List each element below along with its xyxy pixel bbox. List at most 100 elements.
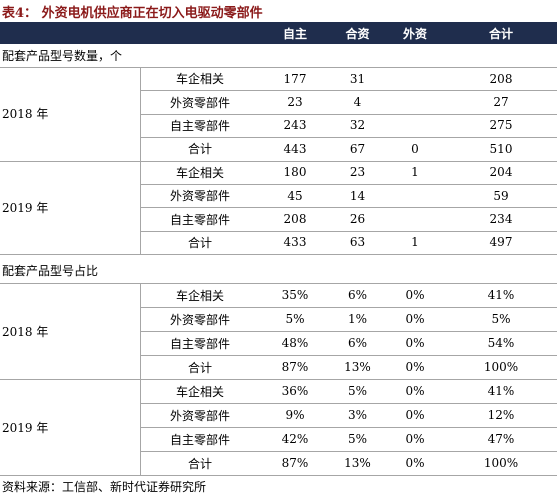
rule — [140, 113, 557, 115]
cell: 31 — [349, 71, 366, 86]
row-label: 自主零部件 — [169, 212, 230, 227]
column-header: 外资 — [402, 26, 427, 41]
row-label: 外资零部件 — [169, 189, 230, 204]
rule — [0, 379, 557, 380]
year-label: 2019 年 — [2, 420, 49, 435]
cell: 5% — [347, 432, 368, 446]
cell: 180 — [283, 165, 307, 180]
column-header: 合计 — [488, 26, 513, 41]
cell: 208 — [489, 71, 513, 86]
cell: 23 — [349, 165, 366, 180]
rule — [0, 254, 557, 256]
rule — [140, 184, 557, 185]
column-header: 自主 — [282, 26, 307, 41]
cell: 13% — [344, 360, 371, 374]
cell: 443 — [283, 141, 307, 156]
column-header: 合资 — [345, 26, 370, 41]
cell: 4 — [353, 95, 362, 110]
source-note: 资料来源：工信部、新时代证券研究所 — [2, 479, 207, 494]
row-label: 自主零部件 — [169, 336, 230, 351]
cell: 59 — [493, 188, 509, 203]
cell: 433 — [283, 235, 307, 250]
row-label: 自主零部件 — [169, 432, 230, 447]
row-label: 合计 — [187, 142, 212, 157]
section-title: 配套产品型号数量，个 — [2, 49, 123, 63]
rule — [0, 67, 557, 68]
cell: 208 — [283, 212, 307, 227]
row-label: 车企相关 — [175, 288, 224, 303]
year-label: 2018 年 — [2, 324, 49, 339]
cell: 27 — [493, 95, 509, 110]
row-label: 合计 — [187, 456, 212, 471]
cell: 26 — [349, 212, 366, 227]
cell: 0% — [405, 456, 425, 470]
cell: 5% — [347, 384, 368, 398]
row-label: 合计 — [187, 235, 212, 250]
rule — [140, 451, 557, 452]
rule — [140, 403, 557, 404]
cell: 45 — [287, 188, 303, 203]
row-label: 车企相关 — [175, 384, 224, 399]
cell: 234 — [489, 212, 513, 227]
cell: 13% — [344, 456, 371, 470]
cell: 32 — [349, 118, 366, 133]
cell: 100% — [483, 456, 519, 470]
cell: 497 — [489, 235, 513, 250]
cell: 510 — [489, 141, 513, 156]
table-title: 表4： 外资电机供应商正在切入电驱动零部件 — [2, 5, 263, 21]
row-label: 自主零部件 — [169, 118, 230, 133]
rule — [140, 355, 557, 356]
cell: 0% — [405, 288, 425, 302]
row-label: 合计 — [187, 360, 212, 375]
cell: 87% — [281, 360, 309, 374]
cell: 1 — [411, 165, 419, 180]
divider — [140, 379, 141, 475]
cell: 54% — [487, 336, 515, 350]
cell: 12% — [487, 408, 515, 422]
rule — [140, 207, 557, 209]
cell: 48% — [281, 336, 309, 350]
cell: 5% — [285, 312, 305, 326]
cell: 47% — [487, 432, 515, 446]
cell: 41% — [487, 288, 515, 302]
rule — [0, 475, 557, 476]
cell: 35% — [281, 288, 309, 302]
cell: 0% — [405, 384, 425, 398]
row-label: 外资零部件 — [169, 95, 230, 110]
divider — [140, 160, 141, 255]
cell: 87% — [281, 456, 309, 470]
cell: 204 — [489, 165, 513, 180]
cell: 0% — [405, 336, 425, 350]
rule — [140, 230, 557, 232]
cell: 0% — [405, 408, 425, 422]
cell: 23 — [287, 95, 303, 110]
rule — [140, 90, 557, 92]
row-label: 外资零部件 — [169, 312, 230, 327]
cell: 36% — [281, 384, 309, 398]
cell: 0% — [405, 360, 425, 374]
cell: 6% — [347, 288, 368, 302]
cell: 6% — [347, 336, 368, 350]
divider — [140, 283, 141, 379]
cell: 0 — [411, 141, 419, 156]
cell: 100% — [483, 360, 519, 374]
rule — [140, 331, 557, 332]
cell: 67 — [349, 141, 366, 156]
cell: 0% — [405, 432, 425, 446]
rule — [140, 137, 557, 139]
year-label: 2018 年 — [2, 107, 49, 122]
cell: 42% — [281, 432, 309, 446]
cell: 1% — [347, 312, 368, 326]
cell: 3% — [347, 408, 368, 422]
cell: 5% — [491, 312, 511, 326]
cell: 41% — [487, 384, 515, 398]
header-row — [0, 22, 557, 44]
rule — [140, 307, 557, 308]
cell: 1 — [411, 235, 419, 250]
section-title: 配套产品型号占比 — [2, 264, 99, 278]
cell: 275 — [489, 118, 513, 133]
cell: 9% — [285, 408, 305, 422]
cell: 14 — [349, 188, 366, 203]
row-label: 外资零部件 — [169, 408, 230, 423]
